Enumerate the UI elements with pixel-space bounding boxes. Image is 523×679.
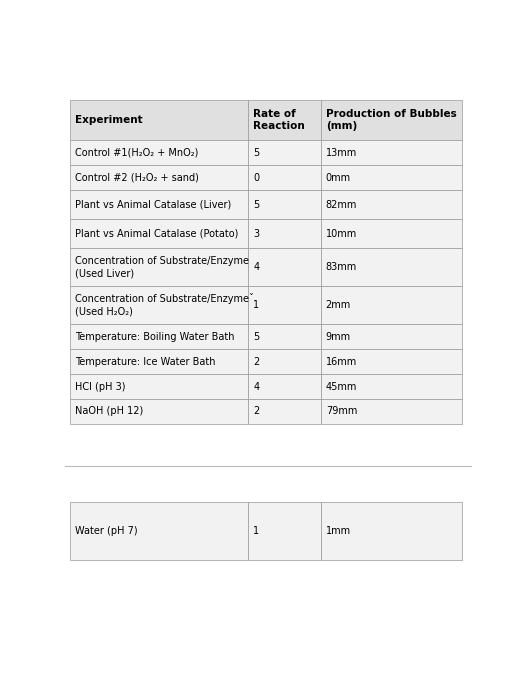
Text: 5: 5	[253, 331, 259, 342]
Text: Temperature: Ice Water Bath: Temperature: Ice Water Bath	[75, 356, 215, 367]
Bar	[248, 324, 321, 349]
Bar	[70, 286, 248, 324]
Text: Control #1(H₂O₂ + MnO₂): Control #1(H₂O₂ + MnO₂)	[75, 148, 198, 158]
Text: 82mm: 82mm	[326, 200, 357, 210]
Text: 5: 5	[253, 200, 259, 210]
Text: 83mm: 83mm	[326, 262, 357, 272]
Bar	[70, 349, 248, 374]
Bar	[321, 190, 462, 219]
Bar	[70, 399, 248, 424]
Bar	[70, 502, 248, 560]
Bar	[321, 141, 462, 166]
Bar	[70, 166, 248, 190]
Bar	[321, 166, 462, 190]
Bar	[321, 248, 462, 286]
Bar	[321, 286, 462, 324]
Text: 5: 5	[253, 148, 259, 158]
Bar	[70, 374, 248, 399]
Text: 9mm: 9mm	[326, 331, 351, 342]
Bar	[248, 219, 321, 248]
Text: HCl (pH 3): HCl (pH 3)	[75, 382, 126, 392]
Text: 10mm: 10mm	[326, 229, 357, 238]
Text: 45mm: 45mm	[326, 382, 357, 392]
Bar	[70, 248, 248, 286]
Bar	[321, 219, 462, 248]
Text: NaOH (pH 12): NaOH (pH 12)	[75, 407, 143, 416]
Text: 0: 0	[253, 173, 259, 183]
Text: 0mm: 0mm	[326, 173, 351, 183]
Text: Concentration of Substrate/Enzyme
(Used Liver): Concentration of Substrate/Enzyme (Used …	[75, 256, 249, 278]
Text: 4: 4	[253, 382, 259, 392]
Text: 2: 2	[253, 356, 259, 367]
Bar	[70, 190, 248, 219]
Text: Experiment: Experiment	[75, 115, 143, 125]
Text: Production of Bubbles
(mm): Production of Bubbles (mm)	[326, 109, 457, 131]
Bar	[70, 100, 248, 141]
Text: 16mm: 16mm	[326, 356, 357, 367]
Text: Water (pH 7): Water (pH 7)	[75, 526, 138, 536]
Text: 2: 2	[253, 407, 259, 416]
Bar	[70, 141, 248, 166]
Bar	[248, 248, 321, 286]
Bar	[248, 286, 321, 324]
Text: 1: 1	[253, 526, 259, 536]
Text: 2mm: 2mm	[326, 300, 351, 310]
Text: 4: 4	[253, 262, 259, 272]
Text: 79mm: 79mm	[326, 407, 357, 416]
Bar	[248, 100, 321, 141]
Bar	[321, 349, 462, 374]
Text: Rate of
Reaction: Rate of Reaction	[253, 109, 305, 131]
Bar	[248, 190, 321, 219]
Text: Control #2 (H₂O₂ + sand): Control #2 (H₂O₂ + sand)	[75, 173, 199, 183]
Bar	[248, 502, 321, 560]
Text: Concentration of Substrate/Enzymeˇ
(Used H₂O₂): Concentration of Substrate/Enzymeˇ (Used…	[75, 293, 254, 317]
Bar	[248, 166, 321, 190]
Text: 1mm: 1mm	[326, 526, 351, 536]
Bar	[321, 100, 462, 141]
Text: Temperature: Boiling Water Bath: Temperature: Boiling Water Bath	[75, 331, 235, 342]
Bar	[248, 374, 321, 399]
Bar	[321, 399, 462, 424]
Bar	[321, 324, 462, 349]
Bar	[248, 399, 321, 424]
Bar	[70, 219, 248, 248]
Text: 3: 3	[253, 229, 259, 238]
Bar	[248, 141, 321, 166]
Bar	[321, 374, 462, 399]
Bar	[321, 502, 462, 560]
Text: Plant vs Animal Catalase (Liver): Plant vs Animal Catalase (Liver)	[75, 200, 231, 210]
Bar	[248, 349, 321, 374]
Text: Plant vs Animal Catalase (Potato): Plant vs Animal Catalase (Potato)	[75, 229, 238, 238]
Bar	[70, 324, 248, 349]
Text: 1: 1	[253, 300, 259, 310]
Text: 13mm: 13mm	[326, 148, 357, 158]
